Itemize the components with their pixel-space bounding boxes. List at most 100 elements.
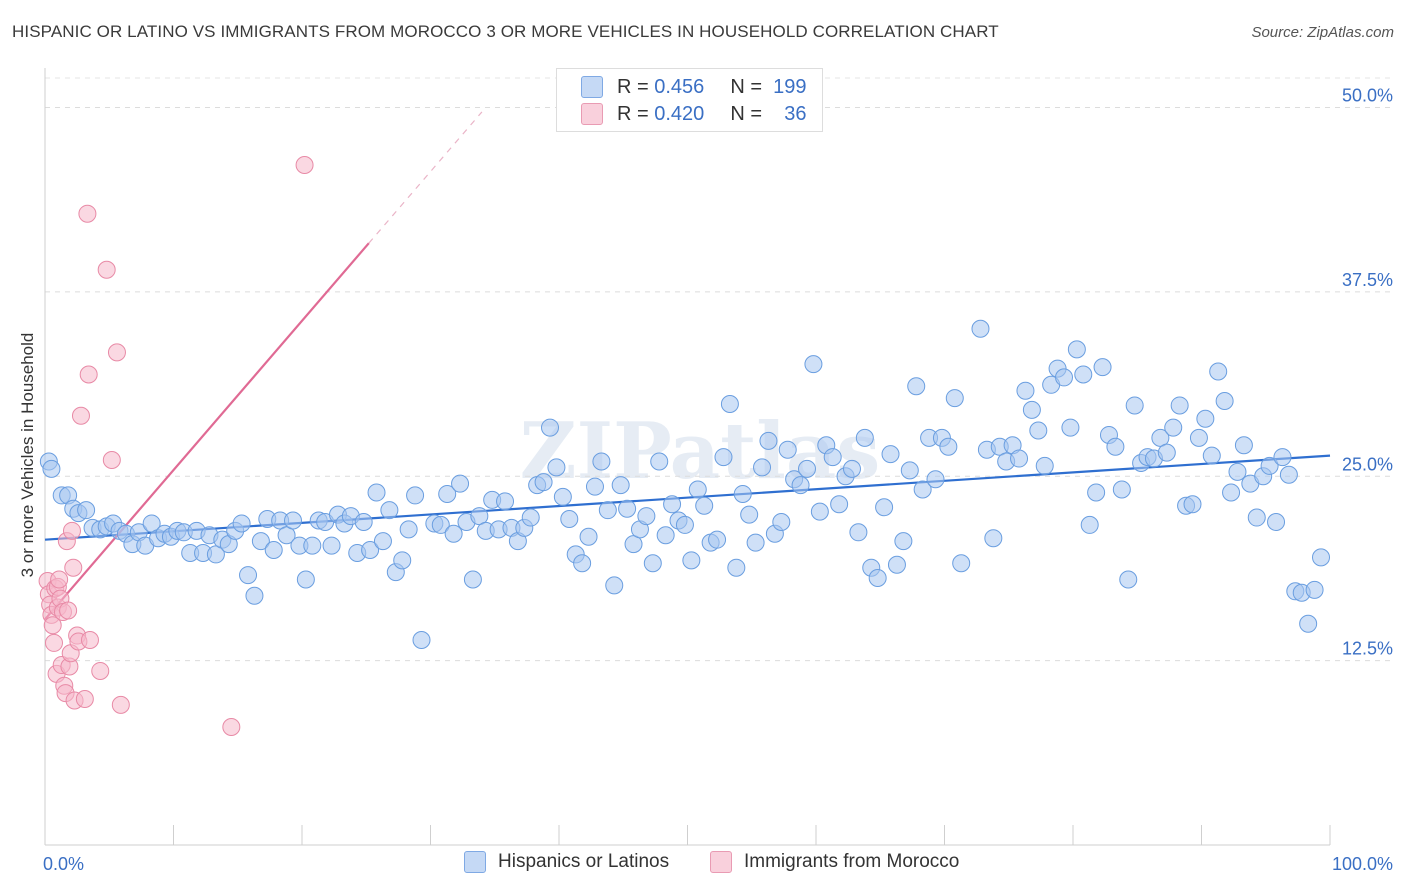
legend-swatch-pink xyxy=(581,103,603,125)
point-hispanic xyxy=(663,495,682,514)
point-morocco xyxy=(295,156,314,175)
point-hispanic xyxy=(1215,392,1234,411)
point-morocco xyxy=(62,521,81,540)
point-morocco xyxy=(80,630,99,649)
point-hispanic xyxy=(804,355,823,374)
point-hispanic xyxy=(881,445,900,464)
stats-legend: R = 0.456 N = 199 R = 0.420 N = 36 xyxy=(556,68,823,132)
point-hispanic xyxy=(451,474,470,493)
point-hispanic xyxy=(438,484,457,503)
point-hispanic xyxy=(650,452,669,471)
legend-swatch-blue xyxy=(464,851,486,873)
point-hispanic xyxy=(367,483,386,502)
r-value: 0.420 xyxy=(654,102,705,125)
point-hispanic xyxy=(772,512,791,531)
legend-item-hispanic: Hispanics or Latinos xyxy=(464,851,669,873)
point-hispanic xyxy=(618,499,637,518)
point-hispanic xyxy=(1010,449,1029,468)
bottom-legend: Hispanics or Latinos Immigrants from Mor… xyxy=(0,851,1406,877)
point-hispanic xyxy=(534,473,553,492)
y-tick-label: 25.0% xyxy=(1342,454,1393,474)
point-hispanic xyxy=(952,554,971,573)
legend-swatch-pink xyxy=(710,851,732,873)
legend-label: Immigrants from Morocco xyxy=(744,851,960,872)
point-hispanic xyxy=(541,418,560,437)
point-hispanic xyxy=(547,458,566,477)
point-hispanic xyxy=(1247,508,1266,527)
point-hispanic xyxy=(887,555,906,574)
point-hispanic xyxy=(939,437,958,456)
point-hispanic xyxy=(296,570,315,589)
point-hispanic xyxy=(1228,462,1247,481)
point-hispanic xyxy=(733,484,752,503)
point-morocco xyxy=(64,558,83,577)
point-hispanic xyxy=(560,510,579,529)
point-hispanic xyxy=(810,502,829,521)
point-hispanic xyxy=(1106,437,1125,456)
point-hispanic xyxy=(1067,340,1086,359)
legend-label: Hispanics or Latinos xyxy=(498,851,670,872)
point-hispanic xyxy=(42,459,61,478)
point-morocco xyxy=(44,633,63,652)
point-hispanic xyxy=(1035,456,1054,475)
point-hispanic xyxy=(675,515,694,534)
point-hispanic xyxy=(1029,421,1048,440)
point-hispanic xyxy=(759,431,778,450)
point-hispanic xyxy=(373,532,392,551)
point-hispanic xyxy=(830,495,849,514)
point-hispanic xyxy=(1022,400,1041,419)
point-hispanic xyxy=(354,512,373,531)
point-hispanic xyxy=(284,511,303,530)
point-hispanic xyxy=(380,501,399,520)
point-hispanic xyxy=(682,551,701,570)
point-hispanic xyxy=(406,486,425,505)
legend-row-morocco: R = 0.420 N = 36 xyxy=(581,102,806,126)
point-hispanic xyxy=(656,526,675,545)
trendline-morocco xyxy=(44,242,370,621)
point-hispanic xyxy=(399,520,418,539)
x-tick-label: 100.0% xyxy=(1332,854,1393,874)
y-tick-label: 37.5% xyxy=(1342,270,1393,290)
point-hispanic xyxy=(1305,580,1324,599)
point-hispanic xyxy=(926,470,945,489)
point-hispanic xyxy=(1170,396,1189,415)
point-hispanic xyxy=(463,570,482,589)
point-hispanic xyxy=(1080,515,1099,534)
point-hispanic xyxy=(264,541,283,559)
point-hispanic xyxy=(894,532,913,551)
point-hispanic xyxy=(361,541,380,559)
point-hispanic xyxy=(585,477,604,496)
point-hispanic xyxy=(907,377,926,396)
point-hispanic xyxy=(1260,456,1279,475)
point-hispanic xyxy=(245,586,264,605)
point-hispanic xyxy=(1273,448,1292,467)
point-hispanic xyxy=(605,576,624,595)
point-hispanic xyxy=(521,508,540,527)
chart-title: HISPANIC OR LATINO VS IMMIGRANTS FROM MO… xyxy=(12,22,999,41)
point-hispanic xyxy=(232,514,251,533)
point-hispanic xyxy=(1222,483,1241,502)
point-hispanic xyxy=(1234,436,1253,455)
point-morocco xyxy=(79,365,98,384)
n-label: N = xyxy=(730,75,762,98)
point-hispanic xyxy=(1267,512,1286,531)
point-hispanic xyxy=(1087,483,1106,502)
y-tick-label: 50.0% xyxy=(1342,86,1393,106)
point-hispanic xyxy=(1164,418,1183,437)
point-hispanic xyxy=(1299,614,1318,633)
point-morocco xyxy=(222,718,241,736)
point-hispanic xyxy=(913,480,932,499)
point-hispanic xyxy=(239,566,258,585)
point-morocco xyxy=(50,570,69,589)
point-hispanic xyxy=(746,533,765,552)
point-hispanic xyxy=(798,459,817,478)
point-morocco xyxy=(107,343,126,362)
point-hispanic xyxy=(1016,381,1035,400)
point-hispanic xyxy=(496,492,515,511)
point-hispanic xyxy=(1279,465,1298,484)
n-label: N = xyxy=(730,102,762,125)
trendline-morocco-extension xyxy=(368,111,483,244)
point-hispanic xyxy=(77,501,96,520)
point-hispanic xyxy=(251,532,270,551)
